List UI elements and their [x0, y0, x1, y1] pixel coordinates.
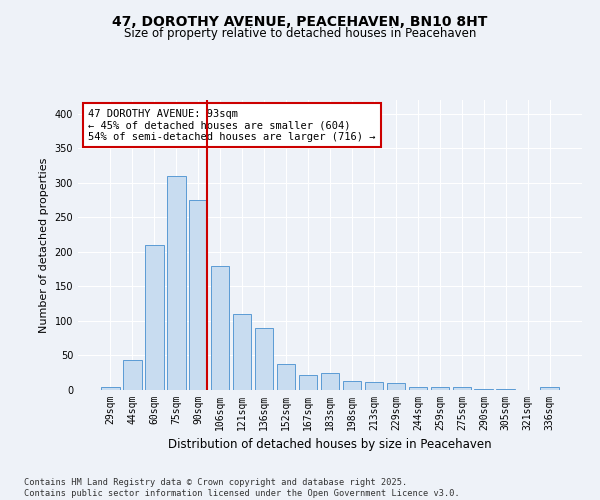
- Bar: [101, 386, 119, 390]
- Bar: [365, 382, 383, 390]
- Bar: [189, 200, 208, 390]
- Bar: [233, 314, 251, 390]
- Bar: [299, 375, 317, 390]
- Bar: [452, 386, 471, 390]
- Bar: [167, 176, 185, 390]
- Text: Size of property relative to detached houses in Peacehaven: Size of property relative to detached ho…: [124, 28, 476, 40]
- Bar: [320, 372, 340, 390]
- Text: 47, DOROTHY AVENUE, PEACEHAVEN, BN10 8HT: 47, DOROTHY AVENUE, PEACEHAVEN, BN10 8HT: [112, 16, 488, 30]
- Bar: [431, 386, 449, 390]
- Bar: [386, 383, 405, 390]
- Bar: [343, 381, 361, 390]
- Text: 47 DOROTHY AVENUE: 93sqm
← 45% of detached houses are smaller (604)
54% of semi-: 47 DOROTHY AVENUE: 93sqm ← 45% of detach…: [88, 108, 376, 142]
- X-axis label: Distribution of detached houses by size in Peacehaven: Distribution of detached houses by size …: [168, 438, 492, 452]
- Bar: [475, 388, 493, 390]
- Bar: [277, 364, 295, 390]
- Bar: [145, 245, 164, 390]
- Text: Contains HM Land Registry data © Crown copyright and database right 2025.
Contai: Contains HM Land Registry data © Crown c…: [24, 478, 460, 498]
- Y-axis label: Number of detached properties: Number of detached properties: [39, 158, 49, 332]
- Bar: [255, 328, 274, 390]
- Bar: [541, 387, 559, 390]
- Bar: [211, 266, 229, 390]
- Bar: [409, 387, 427, 390]
- Bar: [123, 360, 142, 390]
